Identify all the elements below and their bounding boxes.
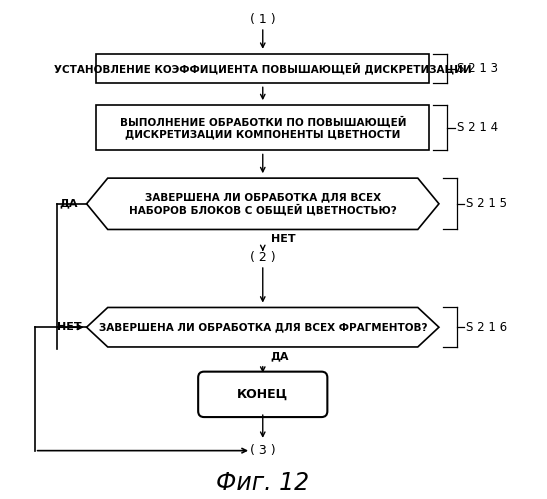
Text: S 2 1 4: S 2 1 4	[457, 121, 498, 134]
Text: ЗАВЕРШЕНА ЛИ ОБРАБОТКА ДЛЯ ВСЕХ ФРАГМЕНТОВ?: ЗАВЕРШЕНА ЛИ ОБРАБОТКА ДЛЯ ВСЕХ ФРАГМЕНТ…	[98, 322, 427, 332]
Text: НЕТ: НЕТ	[57, 322, 82, 332]
Text: ( 3 ): ( 3 )	[250, 444, 276, 457]
Text: ( 1 ): ( 1 )	[250, 12, 276, 25]
FancyBboxPatch shape	[96, 105, 429, 151]
Text: УСТАНОВЛЕНИЕ КОЭФФИЦИЕНТА ПОВЫШАЮЩЕЙ ДИСКРЕТИЗАЦИИ: УСТАНОВЛЕНИЕ КОЭФФИЦИЕНТА ПОВЫШАЮЩЕЙ ДИС…	[54, 63, 472, 74]
FancyBboxPatch shape	[198, 372, 327, 417]
Text: ( 2 ): ( 2 )	[250, 250, 276, 263]
Text: S 2 1 3: S 2 1 3	[457, 62, 498, 75]
Text: S 2 1 5: S 2 1 5	[467, 197, 507, 210]
Text: Фиг. 12: Фиг. 12	[216, 471, 309, 495]
Text: НЕТ: НЕТ	[271, 235, 295, 245]
Text: ДА: ДА	[271, 352, 289, 362]
Text: ЗАВЕРШЕНА ЛИ ОБРАБОТКА ДЛЯ ВСЕХ
НАБОРОВ БЛОКОВ С ОБЩЕЙ ЦВЕТНОСТЬЮ?: ЗАВЕРШЕНА ЛИ ОБРАБОТКА ДЛЯ ВСЕХ НАБОРОВ …	[129, 192, 397, 216]
Polygon shape	[86, 307, 439, 347]
Polygon shape	[86, 178, 439, 230]
Text: КОНЕЦ: КОНЕЦ	[237, 388, 288, 401]
Text: ДА: ДА	[60, 199, 78, 209]
Text: S 2 1 6: S 2 1 6	[467, 321, 508, 334]
Text: ВЫПОЛНЕНИЕ ОБРАБОТКИ ПО ПОВЫШАЮЩЕЙ
ДИСКРЕТИЗАЦИИ КОМПОНЕНТЫ ЦВЕТНОСТИ: ВЫПОЛНЕНИЕ ОБРАБОТКИ ПО ПОВЫШАЮЩЕЙ ДИСКР…	[119, 116, 406, 139]
FancyBboxPatch shape	[96, 54, 429, 83]
